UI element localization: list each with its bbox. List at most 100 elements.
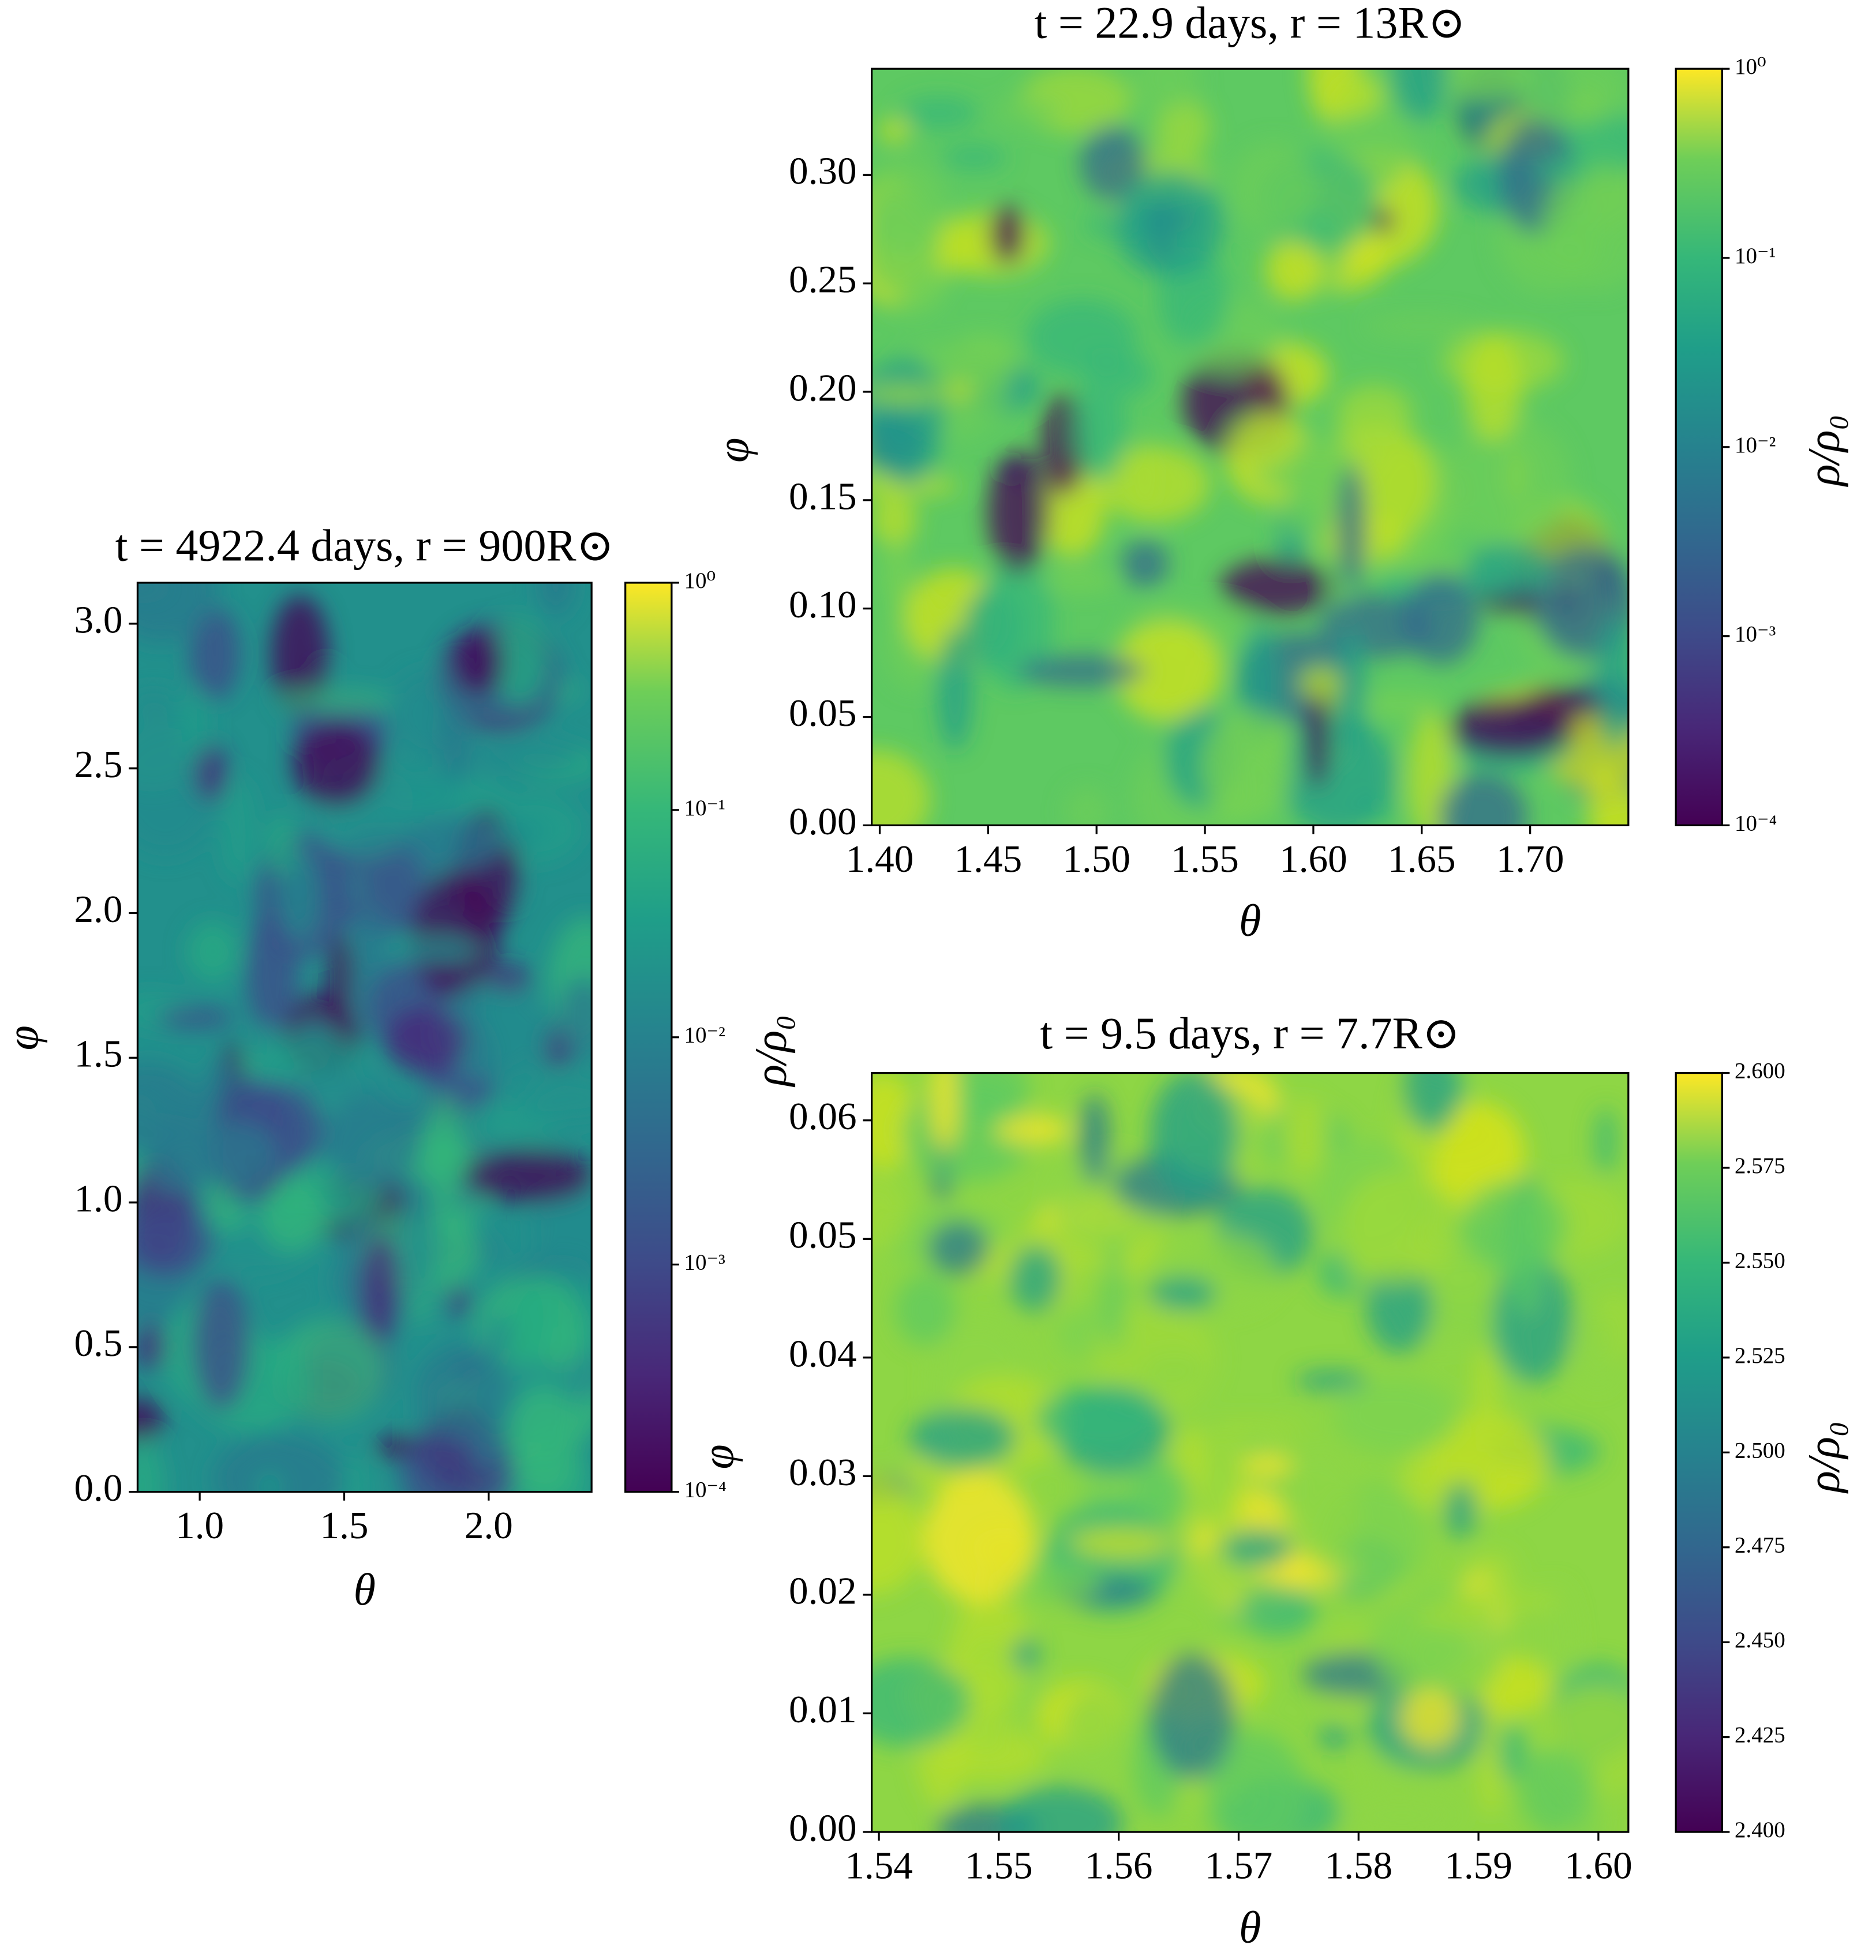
colorbar-label: ρ/ρ₀ <box>1799 414 1849 487</box>
colorbar <box>1675 1071 1724 1833</box>
heatmap-blob <box>871 192 939 296</box>
heatmap-blob <box>871 384 945 405</box>
heatmap-blob <box>930 1073 959 1151</box>
heatmap-blob <box>137 1209 214 1278</box>
heatmap-blob <box>1043 569 1117 590</box>
y-tick-label: 1.5 <box>74 1032 122 1075</box>
heatmap-blob <box>1336 465 1366 590</box>
heatmap-blob <box>883 535 912 608</box>
y-tick-label: 0.06 <box>789 1095 857 1138</box>
colorbar-tick-label: 2.475 <box>1735 1533 1785 1558</box>
colorbar-tick-label: 10⁻³ <box>684 1250 725 1275</box>
heatmap-blob <box>1026 298 1137 377</box>
heatmap <box>137 582 592 1492</box>
heatmap-blob <box>1336 384 1413 444</box>
y-tick-label: 0.05 <box>789 691 857 734</box>
heatmap-blob <box>1121 540 1169 588</box>
heatmap-blob <box>1035 1387 1160 1452</box>
chart-title: t = 22.9 days, r = 13R⊙ <box>1035 0 1466 48</box>
colorbar <box>624 582 673 1493</box>
heatmap-blob <box>137 1440 164 1492</box>
x-tick-label: 1.58 <box>1325 1844 1393 1887</box>
heatmap-blob <box>146 1123 212 1196</box>
chart-title: t = 9.5 days, r = 7.7R⊙ <box>1040 1008 1460 1058</box>
heatmap-blob <box>1594 1107 1617 1175</box>
heatmap-blob <box>1281 1446 1360 1564</box>
heatmap-blob <box>871 1498 924 1591</box>
heatmap-blob <box>1062 1690 1124 1775</box>
heatmap-blob <box>486 1313 511 1359</box>
heatmap-blob <box>1080 1093 1110 1185</box>
colorbar-label: ρ/ρ₀ <box>746 1015 796 1088</box>
x-tick-label: 1.60 <box>1279 837 1347 880</box>
y-tick-label: 0.00 <box>789 800 857 843</box>
x-tick-label: 1.65 <box>1388 837 1456 880</box>
colorbar-tick-label: 10⁰ <box>1735 54 1766 79</box>
heatmap-blob <box>1403 1073 1461 1132</box>
heatmap-blob <box>1239 1583 1317 1637</box>
heatmap-blob <box>518 1080 592 1123</box>
heatmap-blob <box>1365 1262 1433 1354</box>
heatmap-blob <box>1595 617 1628 747</box>
colorbar-tick-label: 10⁻¹ <box>1735 243 1776 268</box>
y-tick-label: 0.5 <box>74 1321 122 1365</box>
heatmap-blob <box>1534 159 1591 181</box>
heatmap-blob <box>1497 1723 1527 1781</box>
y-tick-label: 0.03 <box>789 1451 857 1494</box>
heatmap-blob <box>387 937 478 964</box>
colorbar-tick-label: 2.525 <box>1735 1343 1785 1368</box>
heatmap-blob <box>944 1073 1030 1125</box>
heatmap-blob <box>871 1173 909 1251</box>
x-tick-label: 1.0 <box>175 1504 224 1547</box>
heatmap-blob <box>1017 655 1145 687</box>
heatmap-blob <box>278 689 392 713</box>
heatmap-blob <box>1265 239 1321 301</box>
heatmap-blob <box>1241 1453 1294 1478</box>
heatmap-blob <box>1201 709 1293 825</box>
y-tick-label: 0.10 <box>789 583 857 626</box>
heatmap-blob <box>1407 713 1455 826</box>
heatmap-blob <box>464 1149 592 1204</box>
heatmap-blob <box>1103 1237 1125 1350</box>
heatmap-blob <box>1295 1370 1368 1392</box>
heatmap-blob <box>1479 1710 1502 1819</box>
heatmap-blob <box>1080 125 1146 201</box>
heatmap-blob <box>192 1278 250 1411</box>
heatmap-blob <box>194 743 228 801</box>
colorbar-tick-label: 10⁰ <box>684 568 716 593</box>
y-tick-label: 0.02 <box>789 1569 857 1612</box>
heatmap-blob <box>871 749 931 826</box>
x-tick-label: 1.50 <box>1062 837 1130 880</box>
heatmap-blob <box>1444 1482 1477 1538</box>
heatmap-blob <box>1073 372 1127 482</box>
heatmap-blob <box>213 1433 345 1492</box>
heatmap-blob <box>1009 1245 1062 1312</box>
heatmap-blob <box>401 814 502 871</box>
y-tick-label: 2.0 <box>74 887 122 931</box>
heatmap-blob <box>189 607 241 700</box>
y-tick-label: 0.05 <box>789 1213 857 1257</box>
heatmap-blob <box>1463 543 1553 599</box>
heatmap-texture <box>137 582 592 1492</box>
heatmap-blob <box>1432 69 1536 102</box>
heatmap-blob <box>1512 69 1628 125</box>
heatmap-blob <box>435 981 553 1079</box>
x-axis-label: θ <box>1239 895 1261 946</box>
y-tick-label: 0.15 <box>789 474 857 518</box>
x-tick-label: 1.55 <box>1171 837 1239 880</box>
y-axis-label: φ <box>693 1444 743 1469</box>
heatmap-texture <box>871 69 1628 826</box>
heatmap-blob <box>1156 98 1211 160</box>
colorbar-tick-label: 10⁻³ <box>1735 622 1776 647</box>
x-tick-label: 1.57 <box>1205 1844 1273 1887</box>
heatmap-blob <box>1114 171 1225 277</box>
heatmap-blob <box>1280 715 1395 826</box>
heatmap-blob <box>1012 1637 1041 1672</box>
y-tick-label: 2.5 <box>74 743 122 786</box>
heatmap-blob <box>909 1408 1016 1468</box>
colorbar-tick-label: 2.500 <box>1735 1438 1785 1463</box>
heatmap-blob <box>1254 460 1354 492</box>
heatmap-blob <box>871 1657 970 1748</box>
heatmap-blob <box>1439 773 1527 826</box>
heatmap-blob <box>291 721 381 807</box>
